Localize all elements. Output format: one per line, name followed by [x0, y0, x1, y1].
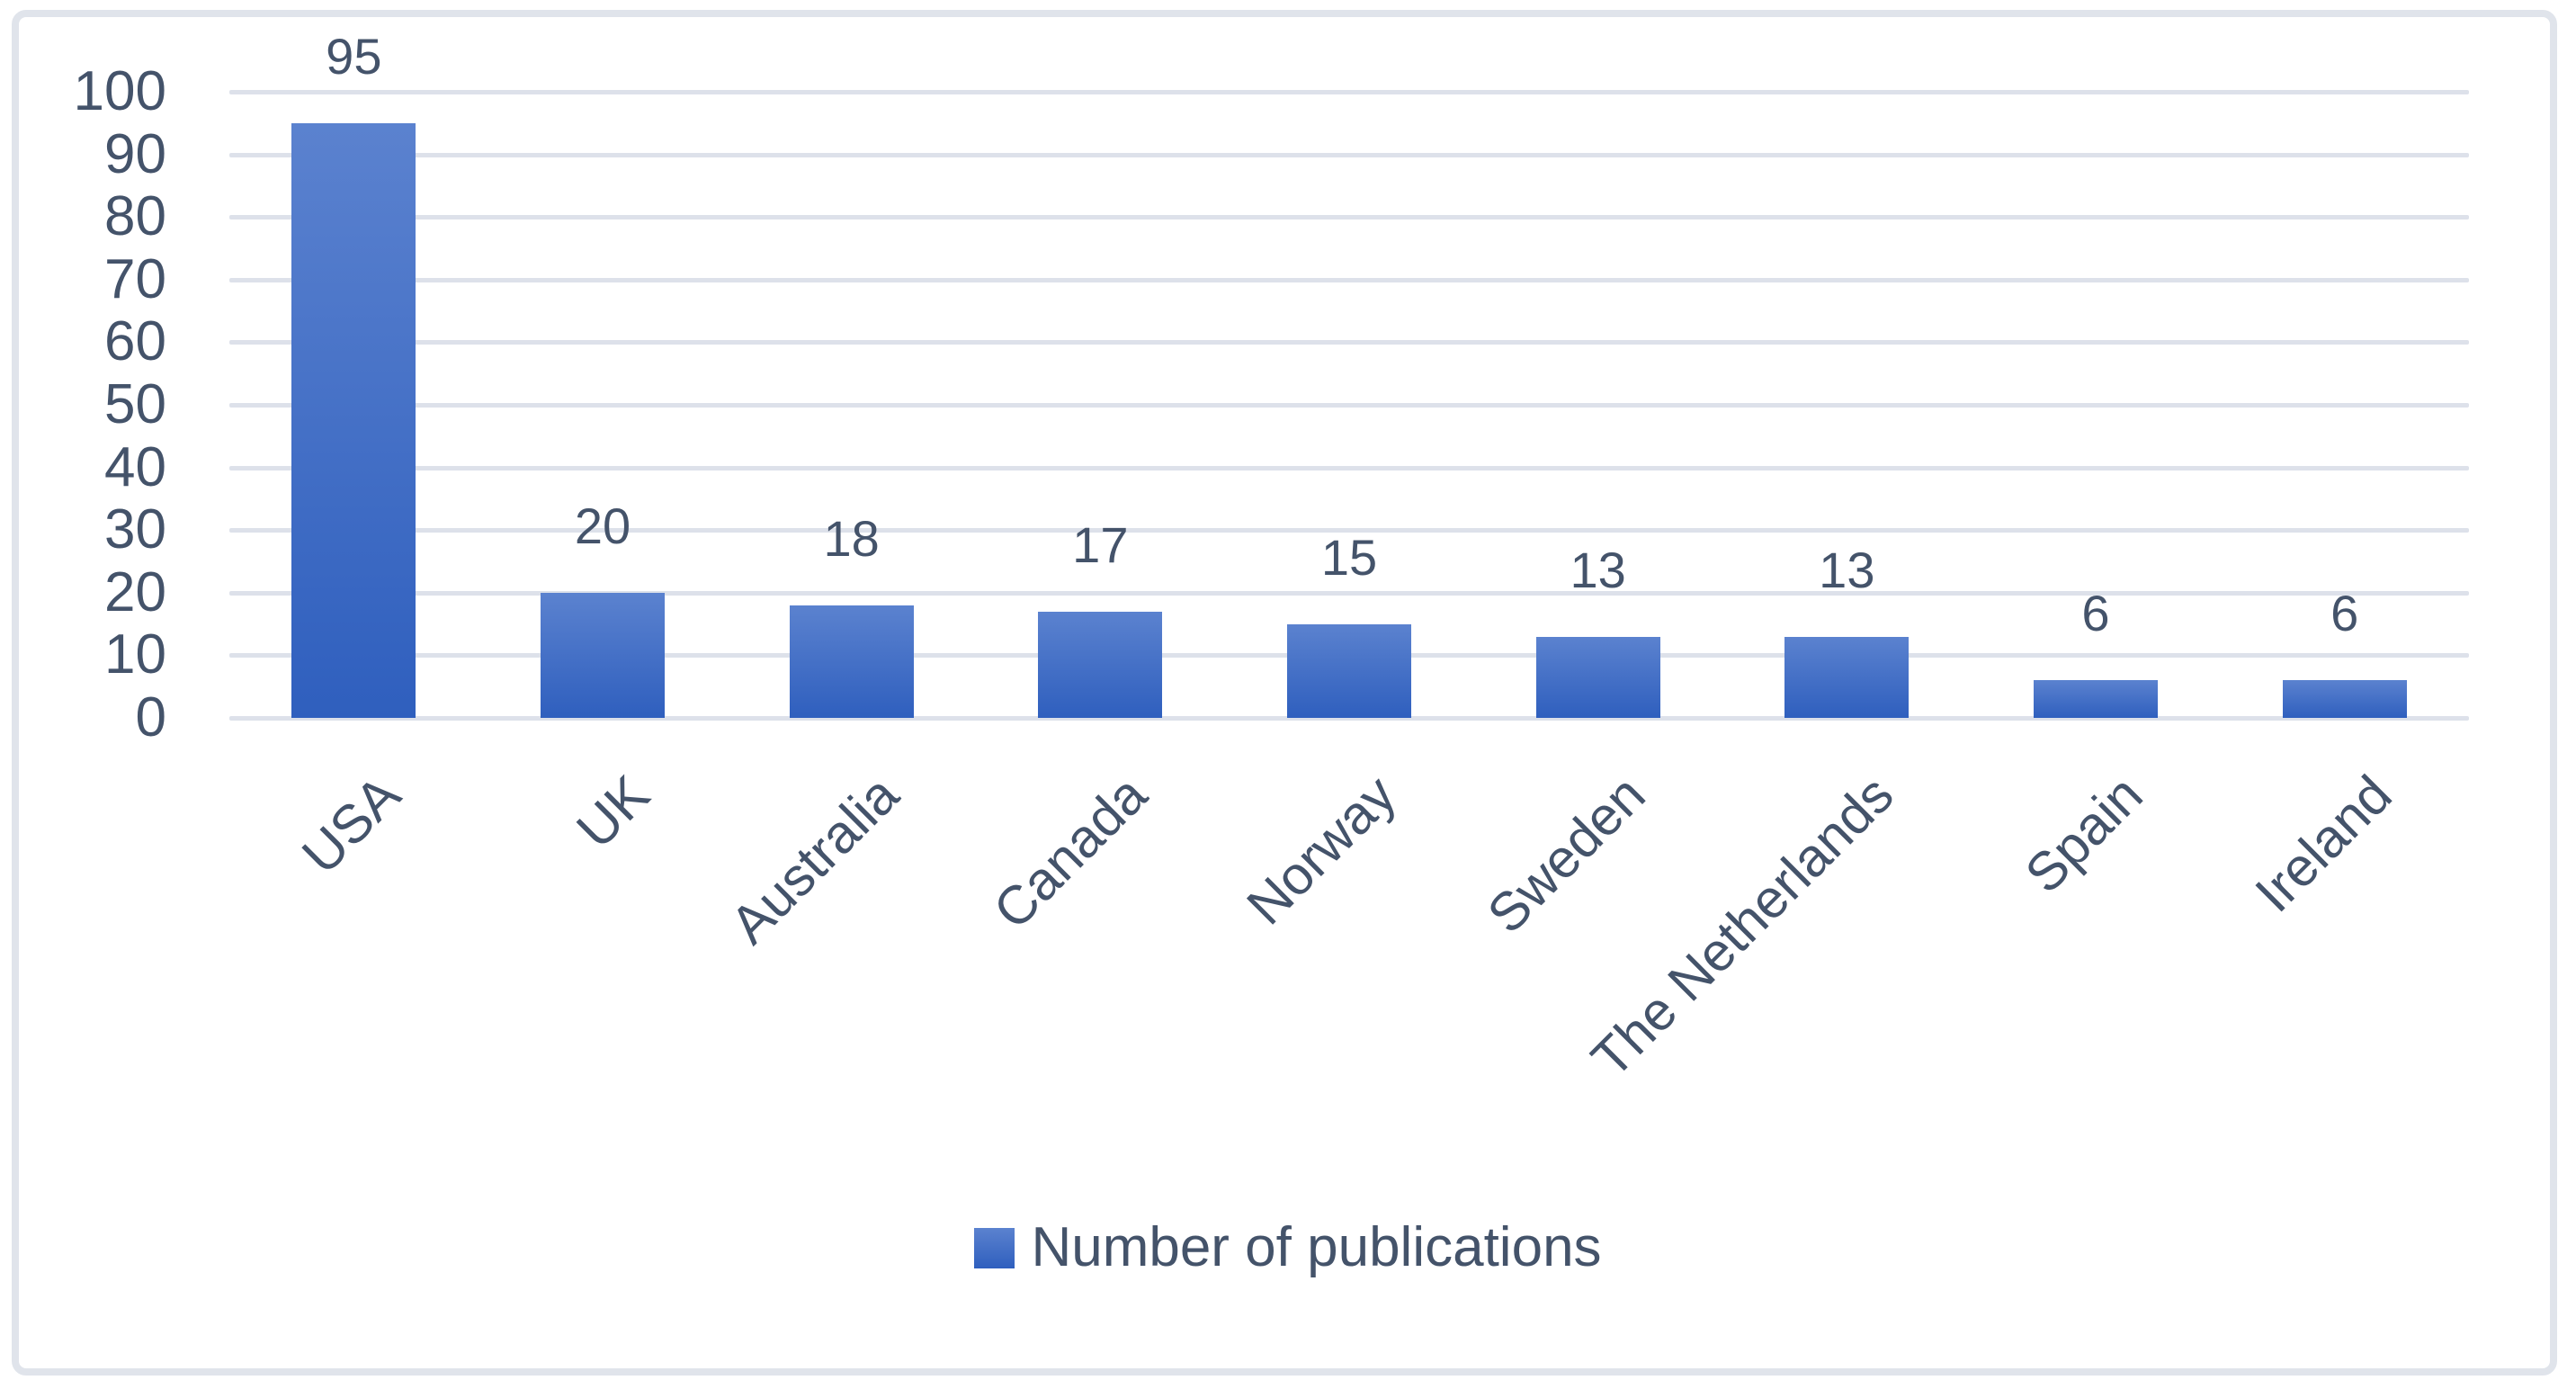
gridline [229, 465, 2469, 470]
y-axis-tick-label: 100 [73, 60, 166, 122]
bar [291, 122, 416, 718]
y-axis-tick-label: 10 [104, 623, 166, 686]
y-axis-tick-label: 0 [135, 686, 166, 748]
gridline [229, 90, 2469, 94]
gridline [229, 340, 2469, 345]
gridline [229, 403, 2469, 408]
bar [2282, 680, 2407, 718]
y-axis-tick-label: 30 [104, 498, 166, 561]
bar-value-label: 13 [1819, 541, 1875, 598]
bar-value-label: 13 [1570, 541, 1626, 598]
legend-label: Number of publications [1031, 1216, 1602, 1278]
legend-swatch-icon [974, 1227, 1015, 1268]
bar-value-label: 15 [1320, 528, 1378, 586]
bar-value-label: 20 [574, 497, 631, 554]
bar [1784, 636, 1910, 718]
bar-value-label: 6 [2081, 585, 2110, 642]
gridline [229, 277, 2469, 282]
y-axis-tick-label: 90 [104, 122, 166, 185]
legend: Number of publications [0, 1216, 2576, 1279]
bar [2034, 680, 2158, 718]
bar-value-label: 6 [2330, 585, 2359, 642]
gridline [229, 528, 2469, 533]
bar [1535, 636, 1660, 718]
bar [1287, 623, 1411, 718]
y-axis-tick-label: 80 [104, 185, 166, 248]
gridline [229, 215, 2469, 220]
y-axis-tick-label: 40 [104, 435, 166, 498]
y-axis-tick-label: 20 [104, 560, 166, 623]
bar-value-label: 95 [326, 27, 382, 85]
bar [541, 592, 665, 718]
bar [789, 605, 914, 718]
chart-frame [12, 10, 2557, 1376]
bar [1038, 611, 1163, 718]
gridline [229, 152, 2469, 157]
y-axis-tick-label: 50 [104, 373, 166, 435]
bar-value-label: 17 [1072, 515, 1129, 573]
bar-value-label: 18 [823, 509, 880, 567]
gridline [229, 716, 2469, 721]
gridline [229, 590, 2469, 596]
y-axis-tick-label: 60 [104, 310, 166, 373]
y-axis-tick-label: 70 [104, 247, 166, 310]
